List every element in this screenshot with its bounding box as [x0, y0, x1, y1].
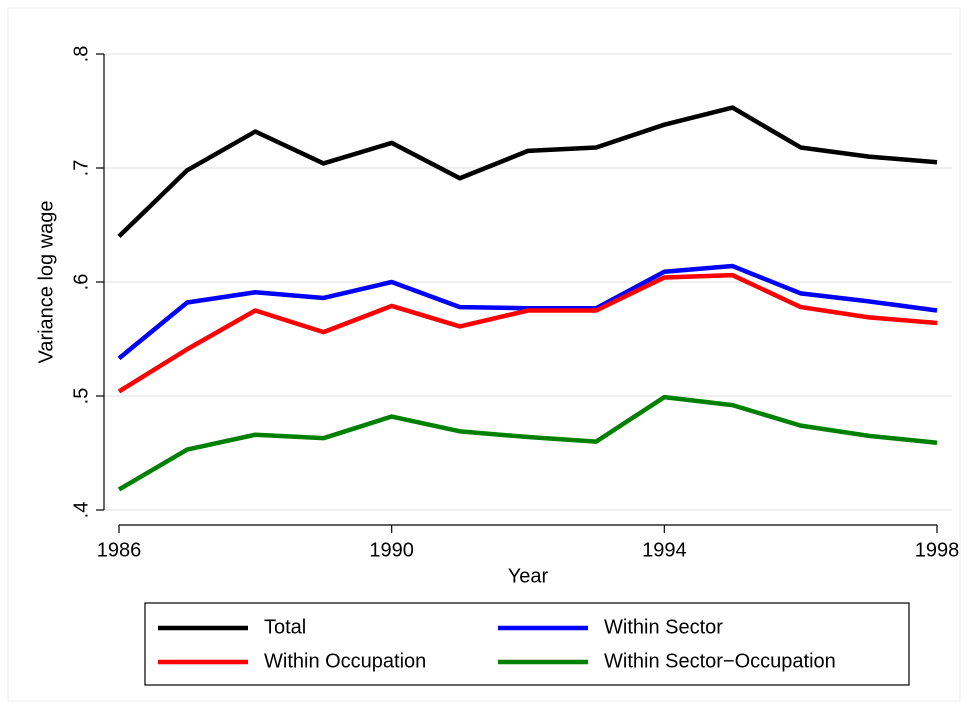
- legend-label: Within Occupation: [264, 650, 426, 672]
- legend-label: Total: [264, 616, 306, 638]
- y-tick-label: .6: [70, 274, 92, 291]
- series-line: [117, 263, 938, 361]
- legend-box: [144, 602, 910, 686]
- legend-label: Within Sector: [604, 616, 723, 638]
- y-tick-label: .7: [70, 160, 92, 177]
- series-line: [117, 105, 938, 239]
- x-axis-label: Year: [508, 565, 549, 587]
- x-tick-label: 1998: [915, 539, 960, 561]
- series-line: [117, 394, 938, 492]
- x-tick-label: 1986: [97, 539, 142, 561]
- legend-label: Within Sector−Occupation: [604, 650, 836, 672]
- y-tick-label: .5: [70, 388, 92, 405]
- y-axis-label: Variance log wage: [35, 200, 57, 363]
- x-tick-label: 1990: [369, 539, 414, 561]
- y-tick-label: .4: [70, 502, 92, 519]
- chart-border: [7, 7, 961, 702]
- y-tick-label: .8: [70, 46, 92, 63]
- series-line: [117, 272, 938, 394]
- x-tick-label: 1994: [642, 539, 687, 561]
